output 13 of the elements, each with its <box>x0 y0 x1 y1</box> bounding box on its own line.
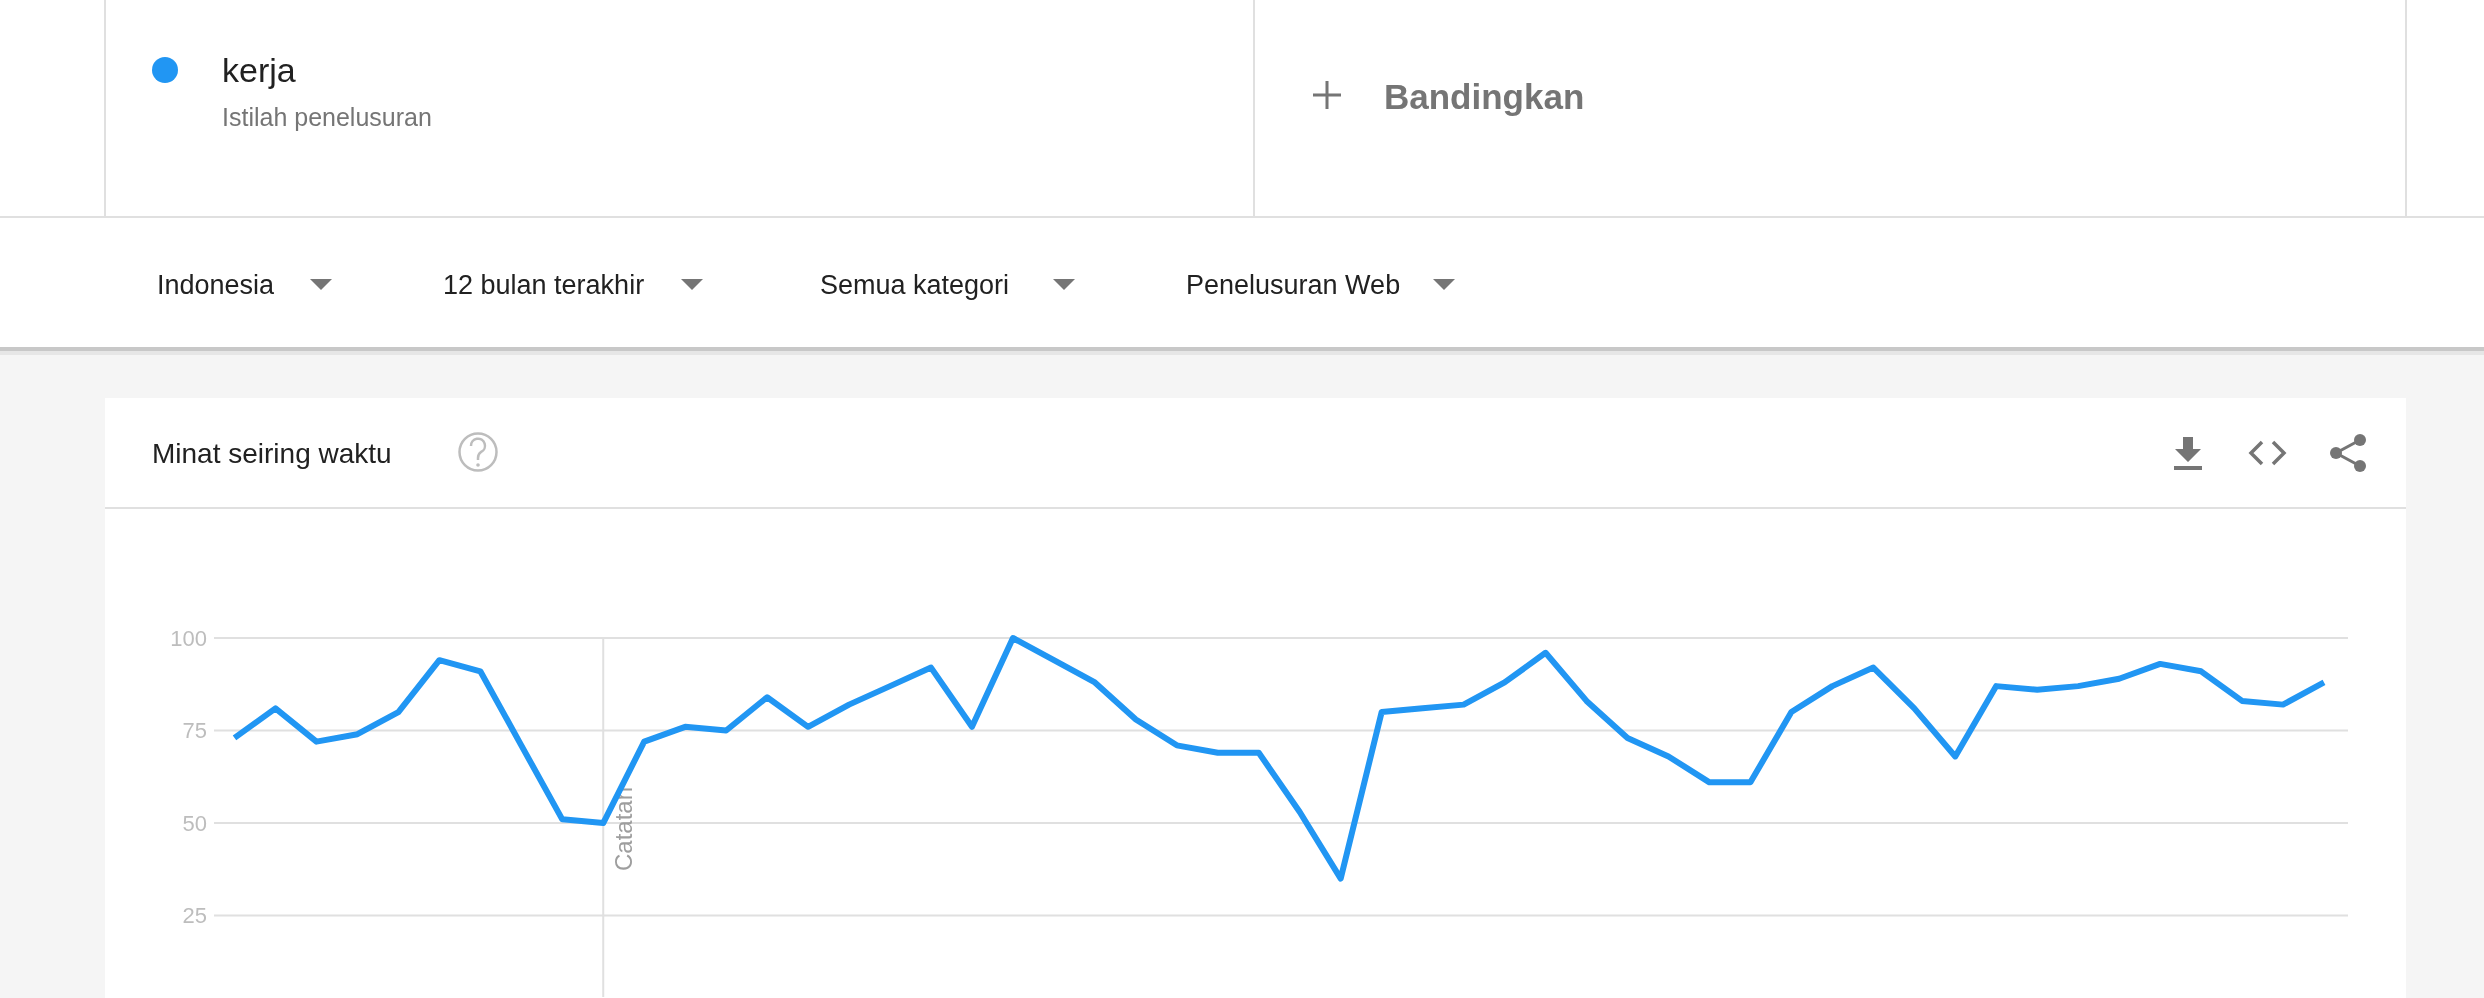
text: Bandingkan <box>1384 77 1585 116</box>
text: Penelusuran Web <box>1186 270 1401 300</box>
y-tick-label: 75 <box>182 718 207 744</box>
chart-title: Minat seiring waktu <box>152 438 392 469</box>
legend-label: kerja <box>222 51 296 89</box>
text: Istilah penelusuran <box>222 103 432 131</box>
y-tick-label: 25 <box>182 903 207 929</box>
annotation: Catatan <box>610 786 638 871</box>
y-tick-label: 100 <box>170 625 207 651</box>
y-tick-label: 50 <box>182 810 207 836</box>
text: Indonesia <box>157 270 276 300</box>
text: 12 bulan terakhir <box>443 270 645 300</box>
text: Semua kategori <box>820 270 1010 300</box>
